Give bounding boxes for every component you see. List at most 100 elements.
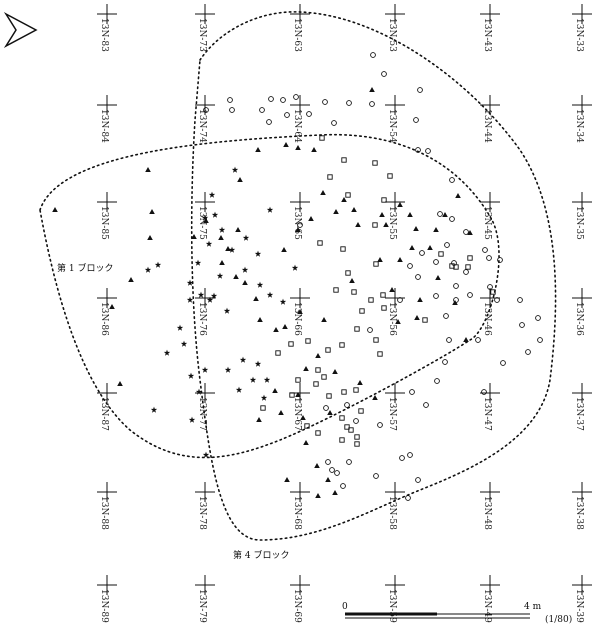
grid-label: 13N-74 [197,109,207,143]
triangle-symbol [377,257,383,262]
grid-label: 13N-67 [292,397,302,431]
circle-symbol [409,389,415,395]
square-symbol [288,341,294,347]
circle-symbol [297,222,303,228]
triangle-symbol [315,493,321,498]
circle-symbol [434,378,440,384]
triangle-symbol [320,190,326,195]
square-symbol [453,264,459,270]
grid-cross [97,482,117,502]
square-symbol [377,351,383,357]
triangle-symbol [321,317,327,322]
triangle-symbol [355,222,361,227]
grid-cross [572,383,592,403]
circle-symbol [463,229,469,235]
circle-symbol [415,147,421,153]
grid-cross [97,95,117,115]
scale-end-label: 4 m [524,602,542,612]
grid-cross [572,288,592,308]
circle-symbol [377,422,383,428]
circle-symbol [433,293,439,299]
star-symbol [188,416,196,423]
triangle-symbol [255,147,261,152]
circle-symbol [325,459,331,465]
star-symbol [218,226,226,233]
circle-symbol [467,292,473,298]
grid-cross [290,575,310,595]
triangle-symbol [325,477,331,482]
square-symbol [354,434,360,440]
grid-label: 13N-35 [574,206,584,240]
star-symbol [205,240,213,247]
square-symbol [381,197,387,203]
grid-cross [572,575,592,595]
star-symbol [186,279,194,286]
triangle-symbol [351,207,357,212]
square-symbol [333,287,339,293]
circle-symbol [331,120,337,126]
grid-label: 13N-86 [99,302,109,336]
triangle-symbol [467,230,473,235]
circle-symbol [481,389,487,395]
square-symbol [373,337,379,343]
grid-cross [97,192,117,212]
triangle-symbol [117,381,123,386]
circle-symbol [407,452,413,458]
square-symbol [345,270,351,276]
grid-cross [385,192,405,212]
square-symbol [339,437,345,443]
triangle-symbol [389,287,395,292]
square-symbol [490,289,496,295]
triangle-symbol [257,317,263,322]
grid-label: 13N-88 [99,496,109,530]
circle-symbol [367,327,373,333]
circle-symbol [423,402,429,408]
star-symbol [266,206,274,213]
grid-cross [480,383,500,403]
star-symbol [201,366,209,373]
grid-cross [480,4,500,24]
triangle-symbol [314,463,320,468]
square-symbol [345,192,351,198]
circle-symbol [413,117,419,123]
triangle-symbol [379,212,385,217]
square-symbol [340,246,346,252]
grid-cross [97,383,117,403]
triangle-symbol [395,319,401,324]
square-symbol [358,408,364,414]
square-symbol [319,135,325,141]
circle-symbol [519,322,525,328]
grid-label: 13N-63 [292,18,302,52]
triangle-symbol [409,245,415,250]
circle-symbol [203,107,209,113]
grid-label: 13N-87 [99,397,109,431]
grid-cross [290,288,310,308]
grid-cross [290,192,310,212]
grid-cross [290,482,310,502]
grid-label: 13N-73 [197,18,207,52]
star-symbol [279,298,287,305]
square-symbol [326,393,332,399]
square-symbol [368,297,374,303]
triangle-symbol [191,234,197,239]
grid-label: 13N-77 [197,397,207,431]
square-symbol [467,255,473,261]
square-symbol [313,381,319,387]
star-symbol [216,272,224,279]
circle-symbol [494,297,500,303]
star-symbol [263,376,271,383]
triangle-symbol [253,296,259,301]
square-symbol [315,430,321,436]
grid-cross [195,288,215,308]
north-arrow-icon [3,12,38,48]
star-symbol [154,261,162,268]
circle-symbol [399,455,405,461]
circle-symbol [340,483,346,489]
circle-symbol [266,119,272,125]
triangle-symbol [349,278,355,283]
grid-cross [195,192,215,212]
grid-label: 13N-66 [292,302,302,336]
triangle-symbol [442,212,448,217]
star-symbol [195,388,203,395]
